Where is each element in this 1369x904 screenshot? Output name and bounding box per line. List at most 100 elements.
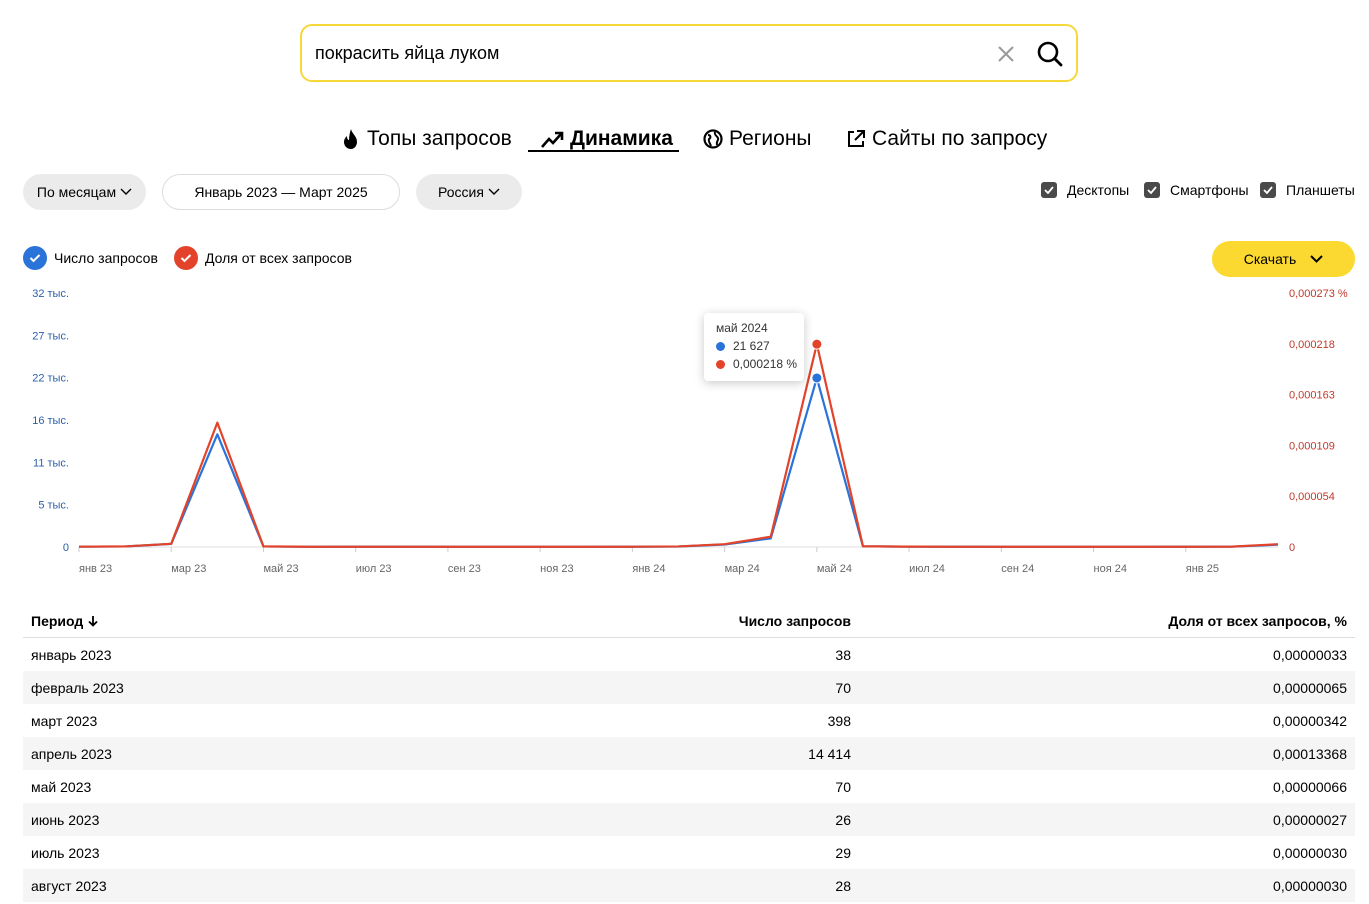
globe-icon — [703, 129, 723, 149]
check-icon[interactable] — [1260, 182, 1276, 198]
cell-count: 29 — [835, 844, 851, 861]
cell-count: 70 — [835, 679, 851, 696]
tooltip-title: май 2024 — [716, 321, 768, 335]
column-period[interactable]: Период — [23, 613, 523, 629]
x-tick-label: мар 24 — [725, 563, 760, 575]
x-tick-label: сен 23 — [448, 563, 481, 575]
cell-share: 0,00000030 — [1273, 844, 1347, 861]
checkbox-tablet[interactable]: Планшеты — [1260, 182, 1355, 198]
region-dropdown[interactable]: Россия — [416, 174, 522, 210]
y-left-tick-label: 32 тыс. — [32, 288, 69, 300]
cell-period: июль 2023 — [31, 844, 100, 861]
tab-label: Топы запросов — [367, 127, 512, 150]
tab-sites[interactable]: Сайты по запросу — [846, 124, 1047, 154]
legend-label: Доля от всех запросов — [205, 250, 352, 266]
cell-count: 26 — [835, 811, 851, 828]
cell-period: май 2023 — [31, 778, 92, 795]
region-label: Россия — [438, 184, 484, 200]
tab-label: Динамика — [570, 127, 673, 150]
date-range-picker[interactable]: Январь 2023 — Март 2025 — [162, 174, 400, 210]
table-body: январь 2023 38 0,00000033 февраль 2023 70 0,0… — [23, 638, 1355, 902]
cell-share: 0,00000342 — [1273, 712, 1347, 729]
chevron-down-icon — [120, 188, 132, 195]
search-input[interactable] — [315, 43, 975, 64]
column-count[interactable]: Число запросов — [738, 613, 851, 629]
check-icon[interactable] — [1144, 182, 1160, 198]
cell-count: 14 414 — [808, 745, 851, 762]
arrow-down-icon — [88, 616, 98, 627]
tooltip-count: 21 627 — [733, 339, 770, 353]
y-left-tick-label: 22 тыс. — [32, 373, 69, 385]
tab-regions[interactable]: Регионы — [703, 124, 812, 154]
x-tick-label: май 23 — [263, 563, 298, 575]
x-tick-label: июл 23 — [356, 563, 392, 575]
data-table: Период Число запросов Доля от всех запро… — [23, 605, 1355, 902]
fire-icon — [344, 129, 357, 149]
date-range-label: Январь 2023 — Март 2025 — [194, 184, 368, 200]
cell-period: март 2023 — [31, 712, 98, 729]
search-icon[interactable] — [1036, 40, 1064, 68]
series-dot — [716, 341, 725, 351]
y-left-tick-label: 16 тыс. — [32, 415, 69, 427]
cell-share: 0,00000065 — [1273, 679, 1347, 696]
cell-period: январь 2023 — [31, 646, 112, 663]
cell-share: 0,00000066 — [1273, 778, 1347, 795]
external-link-icon — [848, 130, 865, 147]
tab-top-queries[interactable]: Топы запросов — [341, 124, 512, 154]
table-row: август 2023 28 0,00000030 — [23, 869, 1355, 902]
active-tab-underline — [528, 150, 679, 152]
cell-count: 70 — [835, 778, 851, 795]
x-tick-label: янв 25 — [1186, 563, 1219, 575]
checkbox-label: Смартфоны — [1170, 182, 1249, 198]
tooltip-count-row: 21 627 — [716, 339, 804, 353]
chevron-down-icon — [1310, 255, 1323, 263]
y-right-tick-label: 0,000054 — [1289, 491, 1335, 503]
tooltip-share: 0,000218 % — [733, 357, 798, 371]
series-line-share — [78, 343, 1279, 548]
check-icon[interactable] — [1041, 182, 1057, 198]
y-right-tick-label: 0,000273 % — [1289, 288, 1348, 300]
tab-label: Сайты по запросу — [872, 127, 1048, 150]
y-left-tick-label: 27 тыс. — [32, 330, 69, 342]
table-row: февраль 2023 70 0,00000065 — [23, 671, 1355, 704]
x-tick-label: май 24 — [817, 563, 852, 575]
y-right-tick-label: 0,000109 — [1289, 440, 1335, 452]
chevron-down-icon — [488, 188, 500, 195]
tab-dynamics[interactable]: Динамика — [540, 124, 673, 154]
cell-count: 398 — [827, 712, 851, 729]
cell-period: февраль 2023 — [31, 679, 124, 696]
table-row: апрель 2023 14 414 0,00013368 — [23, 737, 1355, 770]
cell-share: 0,00000030 — [1273, 877, 1347, 894]
period-dropdown[interactable]: По месяцам — [23, 174, 146, 210]
y-left-tick-label: 11 тыс. — [33, 457, 69, 469]
series-line-count — [78, 376, 1279, 548]
legend-label: Число запросов — [54, 250, 158, 266]
x-tick-label: ноя 24 — [1094, 563, 1127, 575]
point-share-may-2024 — [811, 338, 823, 350]
cell-share: 0,00013368 — [1273, 745, 1347, 762]
cell-period: июнь 2023 — [31, 811, 100, 828]
tabs: Топы запросов Динамика Регионы Сайты по … — [0, 124, 1369, 154]
table-row: июль 2023 29 0,00000030 — [23, 836, 1355, 869]
checkbox-smartphone[interactable]: Смартфоны — [1144, 182, 1249, 198]
legend-share[interactable]: Доля от всех запросов — [174, 246, 352, 270]
x-tick-label: мар 23 — [171, 563, 206, 575]
checkbox-desktop[interactable]: Десктопы — [1041, 182, 1129, 198]
table-header: Период Число запросов Доля от всех запро… — [23, 605, 1355, 638]
y-right-tick-label: 0,000163 — [1289, 390, 1335, 402]
close-icon[interactable] — [994, 42, 1018, 66]
cell-share: 0,00000033 — [1273, 646, 1347, 663]
column-share[interactable]: Доля от всех запросов, % — [1168, 613, 1347, 629]
header-label: Период — [31, 613, 84, 629]
trend-up-icon — [541, 131, 564, 148]
download-label: Скачать — [1243, 251, 1297, 267]
period-label: По месяцам — [36, 184, 117, 200]
download-button[interactable]: Скачать — [1212, 241, 1355, 277]
y-right-tick-label: 0 — [1289, 542, 1295, 554]
dynamics-chart[interactable]: 0 5 тыс. 11 тыс. 16 тыс. 22 тыс. 27 тыс. 32 ты… — [0, 280, 1369, 580]
chart-tooltip: май 2024 21 627 0,000218 % — [704, 313, 804, 381]
search-box[interactable] — [300, 24, 1078, 82]
checkbox-label: Десктопы — [1067, 182, 1130, 198]
y-left-tick-label: 0 — [63, 542, 69, 554]
legend-count[interactable]: Число запросов — [23, 246, 158, 270]
